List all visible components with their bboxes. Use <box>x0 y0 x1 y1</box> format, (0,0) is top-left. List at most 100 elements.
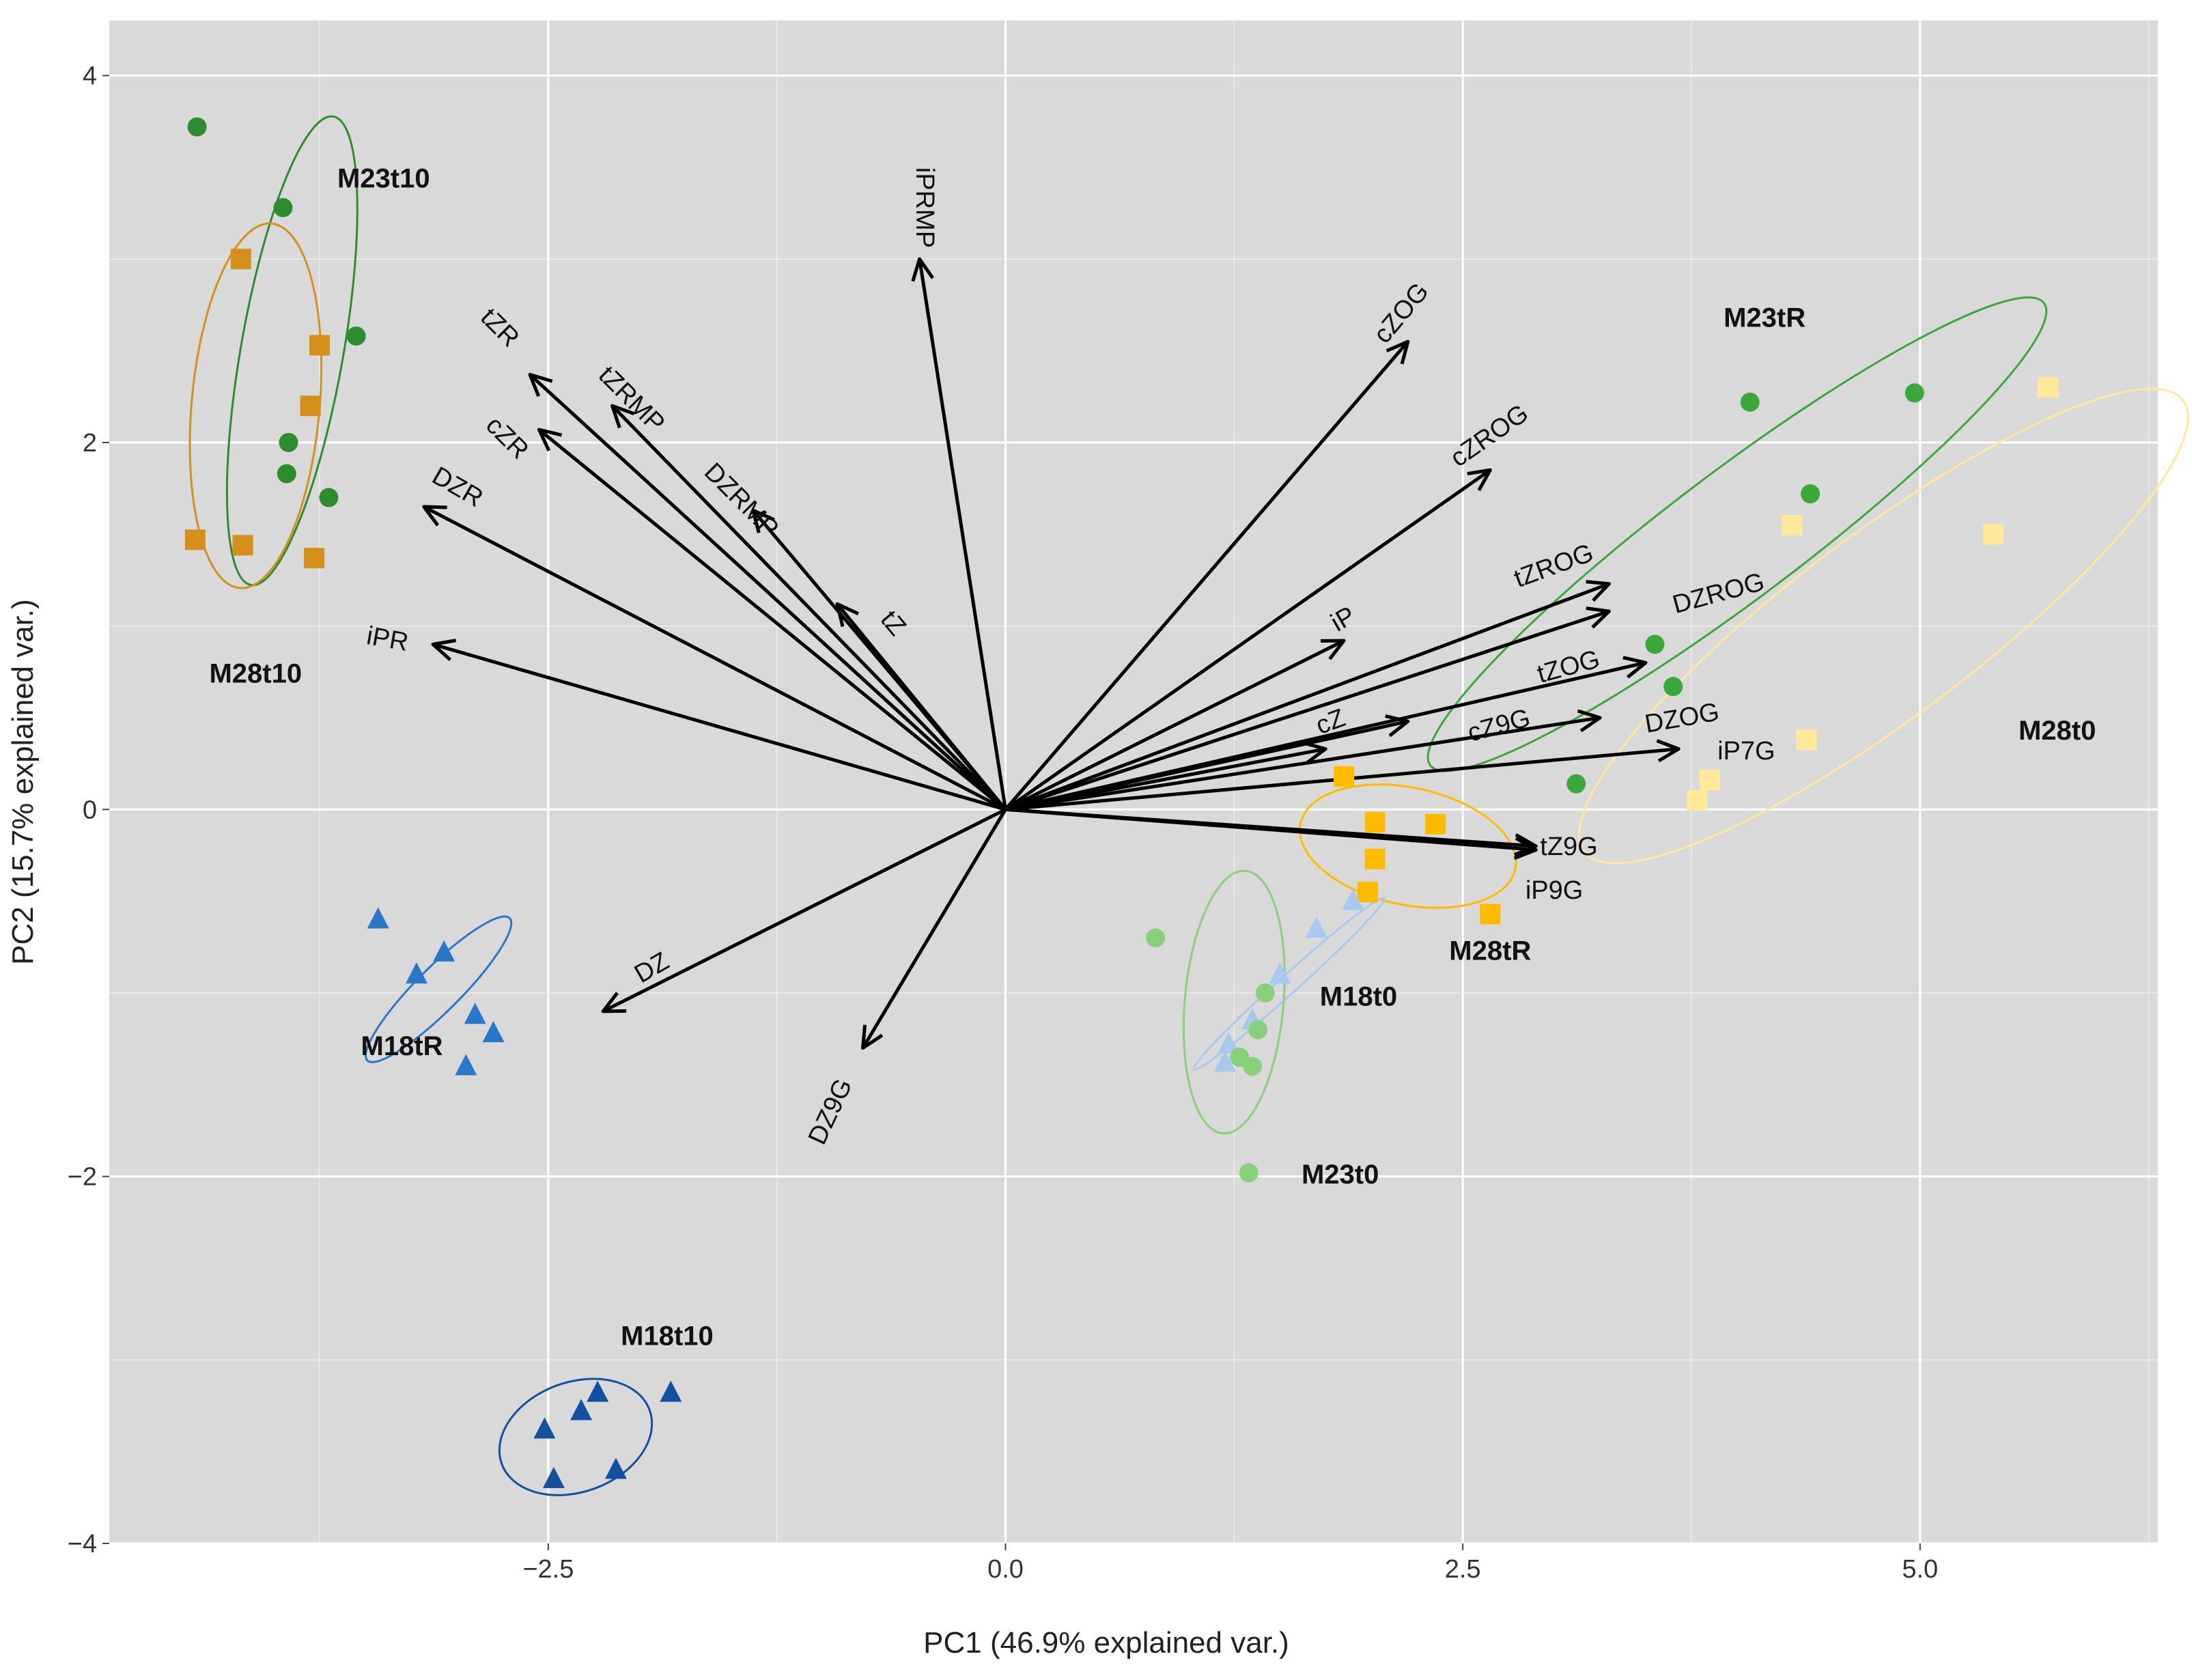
group-label-M18tR: M18tR <box>361 1031 443 1061</box>
point-M23t10 <box>273 198 293 218</box>
loading-arrows <box>422 257 1681 1050</box>
group-label-M28t10: M28t10 <box>209 659 302 689</box>
point-M28t0 <box>1982 524 2004 545</box>
point-M28t10 <box>184 529 206 550</box>
x-tick-label: 2.5 <box>1445 1555 1481 1584</box>
arrowhead-cZ <box>1302 741 1327 764</box>
y-tick-label: 0 <box>83 796 97 824</box>
data-points <box>184 117 2059 1488</box>
point-M18tR <box>406 962 427 984</box>
arrowhead-iP <box>1321 639 1346 660</box>
point-M28t0 <box>1796 729 1817 751</box>
arrowhead-tZROG <box>1586 580 1611 602</box>
group-label-M23tR: M23tR <box>1724 303 1805 333</box>
ellipse-M28tR <box>1299 783 1517 909</box>
point-M23tR <box>1801 484 1821 504</box>
x-axis-title: PC1 (46.9% explained var.) <box>923 1626 1289 1660</box>
arrow-tZRMP <box>610 404 1007 811</box>
point-M28t10 <box>304 548 324 569</box>
arrow-label-tZ9G: tZ9G <box>1540 832 1597 861</box>
grid <box>109 20 2158 1545</box>
arrowhead-iPR <box>431 639 457 662</box>
point-M28tR <box>1424 813 1446 835</box>
arrow-cZ9G <box>1004 719 1409 811</box>
point-M28t10 <box>230 249 251 270</box>
point-M23t10 <box>279 432 298 452</box>
arrowhead-cZROG <box>1467 468 1492 492</box>
arrowhead-DZ <box>601 992 627 1013</box>
point-M18t10 <box>542 1466 565 1488</box>
arrow-tZROG <box>1004 582 1610 811</box>
point-M28t0 <box>1782 514 1803 535</box>
arrowhead-cZR <box>537 428 563 452</box>
group-ellipses <box>188 115 2189 1496</box>
point-M23tR <box>1905 383 1924 403</box>
point-M18tR <box>367 907 389 929</box>
arrowhead-tZ <box>835 602 859 628</box>
point-M28tR <box>1480 904 1501 925</box>
point-M18t10 <box>587 1380 609 1402</box>
ellipse-M23tR <box>1427 296 2048 772</box>
arrow-DZ9G <box>861 809 1007 1049</box>
point-M18t10 <box>604 1457 627 1479</box>
point-M23tR <box>1740 392 1760 412</box>
group-label-M18t0: M18t0 <box>1320 982 1397 1012</box>
point-M18t0 <box>1213 1050 1236 1072</box>
point-M18tR <box>455 1054 477 1076</box>
y-tick-label: −2 <box>68 1163 97 1192</box>
arrowhead-DZRMP <box>751 508 775 533</box>
arrow-DZROG <box>1004 609 1610 811</box>
point-M28t0 <box>2038 377 2059 398</box>
arrowhead-tZ9G <box>1513 832 1538 856</box>
point-M23t0 <box>1146 928 1166 948</box>
arrow-label-iP7G: iP7G <box>1717 737 1775 766</box>
arrowhead-DZR <box>422 505 447 527</box>
arrow-cZR <box>537 428 1007 811</box>
arrowhead-DZROG <box>1586 606 1611 629</box>
point-M28t10 <box>309 335 331 356</box>
point-M18tR <box>464 1003 486 1024</box>
ellipse-M23t0 <box>1182 869 1286 1135</box>
group-label-M23t0: M23t0 <box>1302 1160 1379 1190</box>
y-tick-label: −4 <box>68 1530 97 1558</box>
point-M23t10 <box>277 464 296 484</box>
point-M28tR <box>1334 766 1355 787</box>
group-label-M23t10: M23t10 <box>337 163 430 193</box>
x-tick-label: 0.0 <box>987 1555 1024 1584</box>
arrowhead-tZRMP <box>610 404 635 429</box>
arrow-iP9G <box>1005 807 1536 852</box>
point-M23t0 <box>1255 983 1275 1003</box>
point-M18t0 <box>1305 916 1327 938</box>
arrowhead-iP7G <box>1656 739 1681 763</box>
arrowhead-tZR <box>528 373 553 397</box>
point-M23t10 <box>346 326 366 346</box>
arrow-tZ <box>836 602 1007 811</box>
arrowhead-DZOG <box>1577 709 1602 733</box>
arrowhead-iP9G <box>1513 837 1538 860</box>
point-M18t10 <box>570 1399 593 1420</box>
x-tick-label: −2.5 <box>522 1555 574 1584</box>
y-axis-title: PC2 (15.7% explained var.) <box>6 599 40 965</box>
y-tick-label: 2 <box>83 429 97 458</box>
point-M23t0 <box>1239 1163 1259 1183</box>
group-label-M18t10: M18t10 <box>621 1321 714 1352</box>
point-M28t0 <box>1687 789 1707 811</box>
arrowhead-iPRMP <box>911 257 934 282</box>
arrowhead-cZ9G <box>1385 714 1410 738</box>
arrow-iP <box>1004 639 1345 811</box>
point-M23t10 <box>319 488 339 507</box>
arrow-iPRMP <box>918 258 1007 810</box>
point-M18tR <box>433 940 455 962</box>
arrow-DZOG <box>1005 716 1601 811</box>
group-label-M28tR: M28tR <box>1449 936 1531 966</box>
point-M28t0 <box>1699 770 1720 791</box>
point-M23t0 <box>1248 1020 1268 1039</box>
arrow-iPR <box>432 643 1007 811</box>
point-M23t0 <box>1243 1056 1263 1076</box>
point-M18t0 <box>1218 1032 1240 1054</box>
point-M23tR <box>1663 677 1683 697</box>
arrow-DZR <box>423 505 1007 811</box>
point-M23t10 <box>187 117 207 137</box>
point-M23tR <box>1645 634 1665 654</box>
